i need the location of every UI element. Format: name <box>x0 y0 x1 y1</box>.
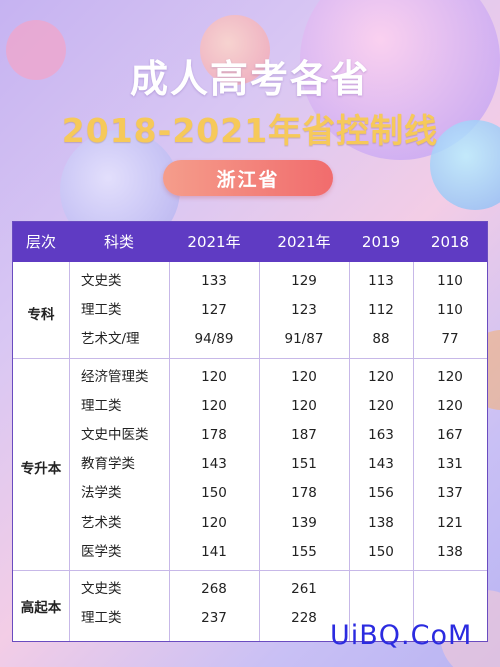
score-cell: 88 <box>372 331 390 348</box>
score-cell: 91/87 <box>284 331 324 348</box>
header-level: 层次 <box>25 233 56 251</box>
score-cell: 120 <box>368 368 394 385</box>
category-cell: 理工类 <box>81 610 122 627</box>
level-group-label: 专升本 <box>20 460 62 477</box>
decor-bubble <box>6 20 66 80</box>
score-cell: 138 <box>437 543 463 560</box>
header-year-col3: 2019 <box>361 233 401 251</box>
score-cell: 120 <box>201 368 227 385</box>
score-cell: 167 <box>437 427 463 443</box>
category-cell: 艺术类 <box>81 514 122 531</box>
header-year-col2: 2021年 <box>277 233 331 251</box>
level-group-label: 专科 <box>27 306 55 323</box>
category-cell: 医学类 <box>81 543 122 560</box>
category-cell: 文史类 <box>81 581 122 597</box>
score-cell: 120 <box>437 397 463 414</box>
score-cell: 178 <box>291 485 317 502</box>
group-divider <box>13 357 487 359</box>
page-subtitle: 2018-2021年省控制线 <box>61 111 439 150</box>
decor-bubble <box>430 120 500 210</box>
score-cell: 143 <box>368 456 394 473</box>
group-divider <box>13 570 487 571</box>
column-divider <box>349 262 350 641</box>
score-cell: 77 <box>441 331 459 348</box>
score-cell: 163 <box>368 427 394 443</box>
score-cell: 129 <box>291 273 317 289</box>
category-cell: 教育学类 <box>81 456 135 473</box>
score-cell: 127 <box>201 302 227 319</box>
watermark-badge: 小红书 <box>420 600 480 628</box>
score-cell: 178 <box>201 427 227 443</box>
score-cell: 155 <box>291 543 317 560</box>
table-header: 层次 科类 2021年 2021年 2019 2018 <box>13 222 487 262</box>
column-divider <box>413 262 414 641</box>
category-cell: 经济管理类 <box>81 368 149 385</box>
score-cell: 237 <box>201 610 227 627</box>
score-cell: 156 <box>368 485 394 502</box>
score-cell: 151 <box>291 456 317 473</box>
watermark: UiBQ.CoM <box>330 620 473 651</box>
score-cell: 120 <box>201 514 227 531</box>
score-cell: 150 <box>201 485 227 502</box>
score-cell: 137 <box>437 485 463 502</box>
category-cell: 法学类 <box>81 485 122 502</box>
score-cell: 187 <box>291 427 317 443</box>
level-group-label: 高起本 <box>20 600 62 617</box>
category-cell: 文史类 <box>81 273 122 289</box>
column-divider <box>169 262 170 641</box>
score-cell: 120 <box>201 397 227 414</box>
column-divider <box>69 262 70 641</box>
score-cell: 131 <box>437 456 463 473</box>
category-cell: 文史中医类 <box>81 427 149 443</box>
category-cell: 艺术文/理 <box>81 331 140 348</box>
score-cell: 139 <box>291 514 317 531</box>
score-cell: 123 <box>291 302 317 319</box>
score-cell: 120 <box>368 397 394 414</box>
header-year-col1: 2021年 <box>187 233 241 251</box>
score-cell: 143 <box>201 456 227 473</box>
score-cell: 120 <box>291 368 317 385</box>
header-year-col4: 2018 <box>430 233 470 251</box>
score-cell: 94/89 <box>194 331 234 348</box>
score-cell: 112 <box>368 302 394 319</box>
page-title: 成人高考各省 <box>129 57 370 101</box>
column-divider <box>259 262 260 641</box>
score-cell: 228 <box>291 610 317 627</box>
score-cell: 120 <box>437 368 463 385</box>
score-cell: 261 <box>291 581 317 597</box>
score-cell: 138 <box>368 514 394 531</box>
score-cell: 121 <box>437 514 463 531</box>
decor-bubble <box>200 15 270 85</box>
province-badge: 浙江省 <box>163 160 333 196</box>
header-category: 科类 <box>103 233 134 251</box>
score-cell: 268 <box>201 581 227 597</box>
score-cell: 133 <box>201 273 227 289</box>
score-cell: 113 <box>368 273 394 289</box>
category-cell: 理工类 <box>81 302 122 319</box>
score-table: 层次 科类 2021年 2021年 2019 2018 文史类 133 129 113… <box>12 221 488 642</box>
category-cell: 理工类 <box>81 397 122 414</box>
score-cell: 120 <box>291 397 317 414</box>
score-cell: 141 <box>201 543 227 560</box>
score-cell: 110 <box>437 302 463 319</box>
score-cell <box>413 576 487 602</box>
score-cell <box>349 576 413 602</box>
score-cell: 150 <box>368 543 394 560</box>
score-cell: 110 <box>437 273 463 289</box>
